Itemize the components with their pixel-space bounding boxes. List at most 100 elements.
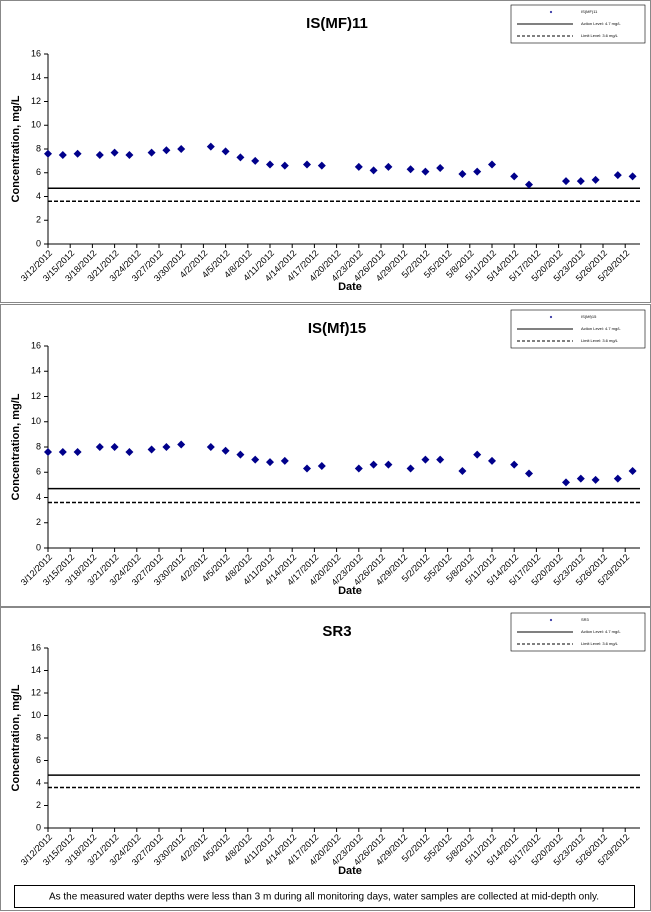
y-tick-label: 10 [31, 120, 41, 130]
data-point [591, 475, 600, 484]
data-point [177, 440, 186, 449]
data-point [458, 466, 467, 475]
data-point [628, 466, 637, 475]
data-point [562, 177, 570, 186]
legend-label: Limit Level: 3.6 mg/L [581, 641, 619, 646]
data-point [436, 164, 445, 172]
data-point [110, 148, 119, 157]
data-point [406, 165, 415, 174]
data-point [369, 460, 378, 469]
y-tick-label: 8 [36, 143, 41, 153]
y-axis-label: Concentration, mg/L [10, 393, 22, 500]
legend-label: Action Level: 4.7 mg/L [581, 326, 621, 331]
data-point [384, 460, 393, 469]
data-point [613, 171, 622, 180]
data-point [58, 150, 67, 159]
y-tick-label: 12 [31, 96, 41, 106]
data-point [58, 448, 67, 457]
data-point [458, 169, 467, 178]
legend-label: Limit Level: 3.6 mg/L [581, 33, 619, 38]
data-point [162, 443, 171, 451]
y-tick-label: 0 [36, 238, 41, 248]
data-point [206, 443, 215, 451]
y-tick-label: 6 [36, 467, 41, 477]
y-tick-label: 10 [31, 416, 41, 426]
data-point [251, 156, 260, 165]
data-point [628, 172, 637, 181]
y-axis-label: Concentration, mg/L [10, 95, 22, 202]
y-tick-label: 12 [31, 687, 41, 697]
data-point [251, 455, 260, 464]
data-point [266, 458, 274, 467]
data-point [421, 167, 430, 176]
data-point [436, 455, 445, 464]
note-box [14, 885, 635, 908]
data-point [177, 145, 186, 153]
legend-label: IS(MF)11 [581, 9, 598, 14]
data-point [317, 461, 326, 470]
data-point [266, 160, 274, 169]
data-point [354, 464, 363, 473]
data-point [613, 474, 622, 483]
legend-marker [549, 315, 553, 319]
data-point [280, 161, 289, 170]
data-point [236, 450, 245, 459]
y-tick-label: 0 [36, 822, 41, 832]
data-point [384, 162, 393, 171]
x-axis-label: Date [338, 281, 362, 293]
y-tick-label: 16 [31, 340, 41, 350]
data-point [95, 150, 104, 159]
y-tick-label: 8 [36, 441, 41, 451]
data-point [576, 177, 585, 186]
y-tick-label: 2 [36, 215, 41, 225]
legend-label: Action Level: 4.7 mg/L [581, 21, 621, 26]
data-point [221, 446, 230, 455]
y-tick-label: 2 [36, 800, 41, 810]
legend-marker [549, 618, 553, 622]
y-tick-label: 6 [36, 167, 41, 177]
data-point [317, 161, 326, 170]
x-axis-label: Date [338, 585, 362, 597]
legend-label: Action Level: 4.7 mg/L [581, 629, 621, 634]
data-point [525, 180, 533, 189]
data-point [280, 456, 289, 465]
data-point [125, 150, 134, 159]
data-point [421, 455, 430, 464]
data-point [236, 153, 245, 162]
data-point [591, 175, 600, 184]
data-point [354, 162, 363, 171]
data-point [110, 443, 119, 451]
data-point [576, 474, 585, 483]
chart-title: IS(Mf)15 [308, 320, 366, 337]
data-point [473, 450, 482, 459]
legend-marker [549, 10, 553, 14]
data-point [488, 456, 496, 465]
data-point [95, 443, 104, 451]
data-point [147, 445, 156, 454]
data-point [73, 149, 82, 158]
y-tick-label: 14 [31, 665, 41, 675]
y-tick-label: 16 [31, 48, 41, 58]
y-tick-label: 2 [36, 517, 41, 527]
chart-title: SR3 [322, 623, 351, 640]
y-tick-label: 4 [36, 191, 41, 201]
y-axis-label: Concentration, mg/L [10, 684, 22, 791]
y-tick-label: 14 [31, 366, 41, 376]
data-point [73, 448, 82, 457]
panel-frame [0, 0, 651, 303]
y-tick-label: 0 [36, 542, 41, 552]
y-tick-label: 8 [36, 732, 41, 742]
data-point [562, 478, 570, 487]
panel-frame [0, 607, 651, 911]
y-tick-label: 14 [31, 72, 41, 82]
data-point [206, 142, 215, 151]
data-point [525, 469, 533, 478]
y-tick-label: 10 [31, 710, 41, 720]
panel-frame [0, 304, 651, 607]
x-axis-label: Date [338, 865, 362, 877]
data-point [303, 464, 311, 473]
data-point [147, 148, 156, 157]
y-tick-label: 16 [31, 642, 41, 652]
data-point [406, 464, 415, 473]
